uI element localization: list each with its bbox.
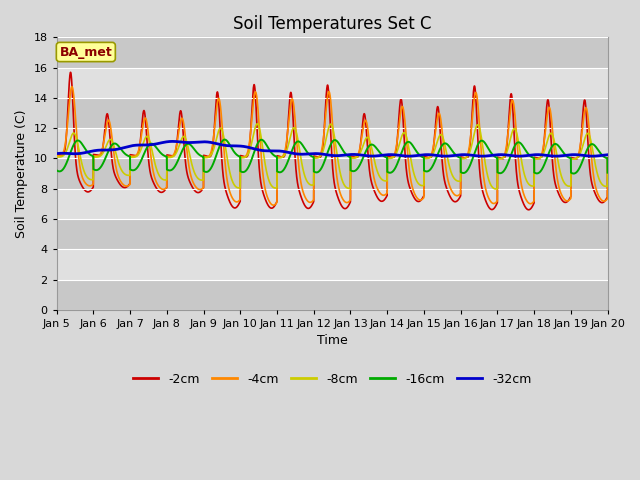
Text: BA_met: BA_met [60, 46, 112, 59]
Bar [57, 249, 607, 279]
Bar [57, 279, 607, 310]
Bar [57, 158, 607, 189]
Bar [57, 68, 607, 98]
Y-axis label: Soil Temperature (C): Soil Temperature (C) [15, 109, 28, 238]
Bar [57, 37, 607, 68]
Bar [57, 98, 607, 128]
X-axis label: Time: Time [317, 335, 348, 348]
Bar [57, 128, 607, 158]
Title: Soil Temperatures Set C: Soil Temperatures Set C [233, 15, 431, 33]
Bar [57, 219, 607, 249]
Legend: -2cm, -4cm, -8cm, -16cm, -32cm: -2cm, -4cm, -8cm, -16cm, -32cm [128, 368, 536, 391]
Bar [57, 189, 607, 219]
